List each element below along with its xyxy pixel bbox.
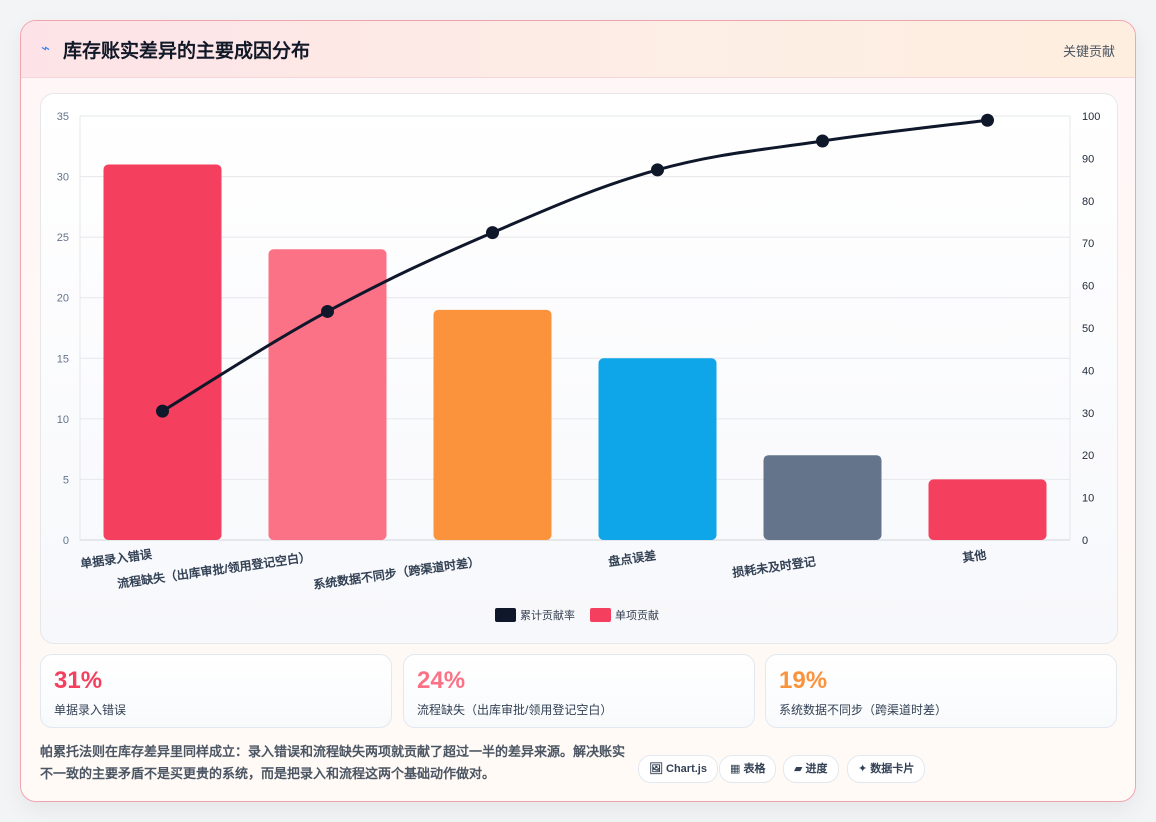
tag-chartjs[interactable]: 🖼 Chart.js — [638, 755, 718, 783]
y-left-tick-label: 0 — [63, 535, 69, 547]
stat-card-1: 31% 单据录入错误 — [40, 654, 392, 728]
y-left-tick-label: 35 — [57, 111, 69, 123]
x-tick-label: 损耗未及时登记 — [731, 553, 816, 580]
y-right-tick-label: 90 — [1082, 153, 1094, 165]
legend-swatch — [590, 608, 611, 622]
y-left-tick-label: 20 — [57, 293, 69, 305]
stat-value: 31% — [54, 667, 103, 694]
stat-label: 单据录入错误 — [54, 703, 127, 717]
stat-card-3: 19% 系统数据不同步（跨渠道时差） — [765, 654, 1117, 728]
legend-label: 累计贡献率 — [520, 608, 575, 622]
x-tick-label: 其他 — [961, 547, 987, 565]
card-header: ⌁ 库存账实差异的主要成因分布 关键贡献 — [21, 21, 1135, 78]
cumulative-point — [651, 163, 664, 177]
y-right-tick-label: 80 — [1082, 196, 1094, 208]
cumulative-line — [161, 118, 988, 413]
cumulative-point — [816, 134, 829, 148]
lightning-icon: ⌁ — [41, 40, 51, 57]
bar — [268, 249, 387, 540]
y-right-tick-label: 40 — [1082, 365, 1094, 377]
summary-text: 帕累托法则在库存差异里同样成立：录入错误和流程缺失两项就贡献了超过一半的差异来源… — [40, 744, 626, 781]
stat-value: 24% — [417, 667, 466, 694]
y-left-tick-label: 15 — [57, 353, 69, 365]
bar — [433, 309, 552, 540]
y-right-tick-label: 70 — [1082, 238, 1094, 250]
y-right-tick-label: 50 — [1082, 323, 1094, 335]
pareto-chart: 0 5 10 15 20 25 30 35 0 10 20 30 40 50 60 70 80 90 100 单据录入… — [57, 111, 1100, 622]
chart-panel: 0 5 10 15 20 25 30 35 0 10 20 30 40 50 60 70 80 90 100 单据录入… — [40, 93, 1118, 644]
y-right-tick-label: 60 — [1082, 281, 1094, 293]
cumulative-point — [981, 113, 994, 127]
x-tick-label: 盘点误差 — [607, 547, 657, 569]
header-meta: 关键贡献 — [1062, 44, 1115, 59]
x-tick-label: 单据录入错误 — [79, 546, 153, 571]
y-left-tick-label: 25 — [57, 232, 69, 244]
bar — [103, 164, 222, 540]
bar — [928, 479, 1047, 540]
y-left-tick-label: 5 — [63, 474, 69, 486]
stat-value: 19% — [779, 667, 828, 694]
legend-label: 单项贡献 — [615, 608, 659, 622]
cumulative-point — [321, 304, 334, 318]
y-right-tick-label: 30 — [1082, 408, 1094, 420]
y-left-tick-label: 10 — [57, 414, 69, 426]
bar — [763, 455, 882, 540]
cumulative-point — [156, 404, 169, 418]
stat-card-2: 24% 流程缺失（出库审批/领用登记空白） — [403, 654, 755, 728]
page-title: 库存账实差异的主要成因分布 — [63, 41, 311, 62]
stat-label: 系统数据不同步（跨渠道时差） — [779, 703, 948, 717]
y-right-tick-label: 10 — [1082, 493, 1094, 505]
tag-table[interactable]: ▦ 表格 — [719, 755, 777, 783]
legend-swatch — [495, 608, 516, 622]
report-card: ⌁ 库存账实差异的主要成因分布 关键贡献 0 5 10 15 20 25 30 35 0 10 20… — [20, 20, 1136, 802]
y-right-tick-label: 100 — [1082, 111, 1100, 123]
y-right-tick-label: 0 — [1082, 535, 1088, 547]
tag-progress[interactable]: ▰ 进度 — [783, 755, 839, 783]
bar — [598, 358, 717, 540]
cumulative-point — [486, 226, 499, 240]
tag-data-card[interactable]: ✦ 数据卡片 — [847, 755, 926, 783]
y-right-tick-label: 20 — [1082, 450, 1094, 462]
stat-label: 流程缺失（出库审批/领用登记空白） — [417, 703, 613, 717]
x-tick-label: 系统数据不同步（跨渠道时差） — [312, 554, 480, 592]
y-left-tick-label: 30 — [57, 172, 69, 184]
